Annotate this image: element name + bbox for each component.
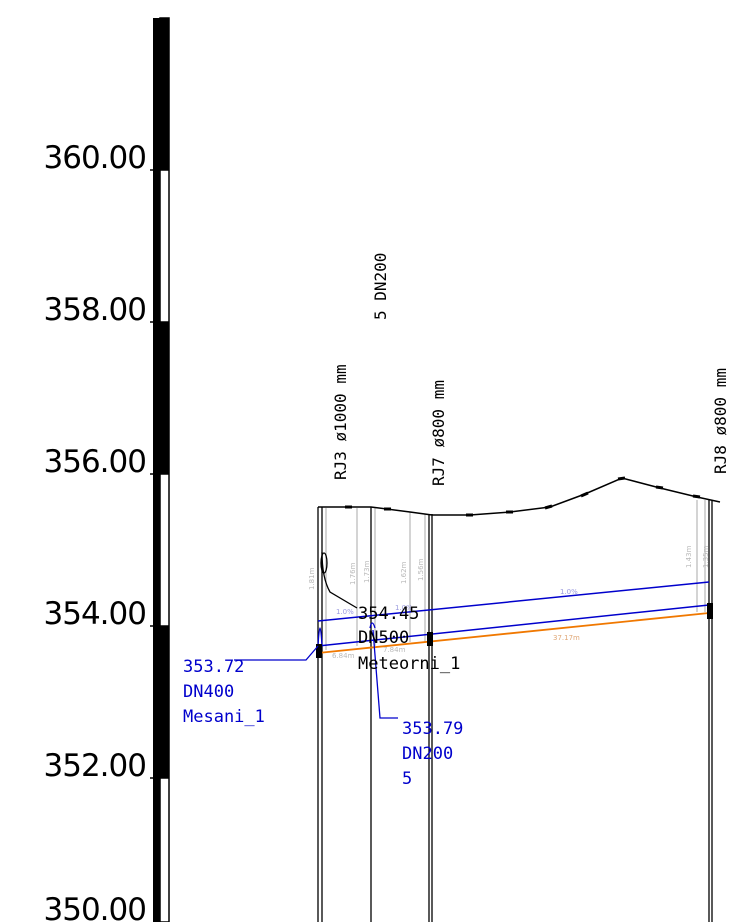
manhole-title-rj8: RJ8 ø800 mm (711, 368, 730, 474)
slope-label: 1.0% (395, 604, 413, 612)
terrain-tick (544, 504, 553, 510)
elevation-scale (150, 17, 170, 922)
storm-pipe (317, 612, 710, 654)
depth-label: 1.62m (400, 561, 408, 584)
terrain-ticks (345, 476, 701, 517)
manhole-title-rj7: RJ7 ø800 mm (429, 380, 448, 486)
depth-label: 1.43m (685, 545, 693, 568)
callout-name: Meteorni_1 (358, 654, 460, 674)
manhole-lines (317, 500, 713, 922)
elevation-label: 352.00 (44, 748, 146, 784)
elevation-label: 356.00 (44, 444, 146, 480)
sewer-pipe-main (317, 604, 710, 647)
depth-label: 1.76m (349, 562, 357, 585)
branch-pipe-arc (317, 627, 323, 647)
scale-block-2 (160, 322, 169, 474)
depth-label: 1.73m (363, 560, 371, 583)
callout-diameter: DN200 (402, 744, 453, 764)
slope-label: 1.0% (560, 588, 578, 596)
callout-mesani: 353.72 DN400 Mesani_1 (183, 657, 265, 727)
elevation-label: 354.00 (44, 596, 146, 632)
manhole-title-rj3: RJ3 ø1000 mm (331, 364, 350, 480)
scale-block-3 (160, 626, 169, 778)
branch-pipe-arc (369, 622, 376, 629)
callout-elevation: 354.45 (358, 604, 419, 624)
callout-elevation: 353.72 (183, 657, 244, 677)
terrain-line (318, 477, 721, 516)
callout-elevation: 353.79 (402, 719, 463, 739)
length-label: 37.17m (553, 634, 580, 642)
terrain-tick (655, 485, 664, 490)
manhole-title-5: 5 DN200 (371, 253, 390, 320)
length-label: 7.84m (383, 646, 406, 654)
scale-block-1 (160, 18, 169, 170)
sewer-pipe-top (317, 581, 710, 622)
elevation-label: 350.00 (44, 892, 146, 922)
callout-meteorni: 354.45 DN500 Meteorni_1 (358, 604, 460, 674)
slope-label: 1.0% (336, 608, 354, 616)
callout-pipe5: 353.79 DN200 5 (402, 719, 463, 789)
callout-diameter: DN400 (183, 682, 234, 702)
scale-bar-fill (153, 18, 160, 922)
manhole-base-rj7 (427, 632, 433, 646)
terrain-tick (692, 494, 701, 499)
depth-guides (325, 500, 706, 650)
length-label: 6.84m (332, 652, 355, 660)
leader-mesani (234, 645, 319, 661)
terrain-tick (617, 476, 626, 481)
callout-name: 5 (402, 769, 412, 789)
depth-label: 1.35m (702, 545, 710, 568)
callout-diameter: DN500 (358, 628, 409, 648)
depth-label: 1.56m (417, 558, 425, 581)
depth-label: 1.81m (308, 567, 316, 590)
pipe-section-marker (320, 552, 328, 574)
manhole-base-rj3 (316, 644, 322, 658)
elevation-label: 358.00 (44, 292, 146, 328)
leader-pipe5 (372, 629, 398, 719)
manhole-base-rj8 (707, 603, 713, 619)
terrain-tick (580, 491, 589, 498)
callout-name: Mesani_1 (183, 707, 265, 727)
elevation-label: 360.00 (44, 140, 146, 176)
